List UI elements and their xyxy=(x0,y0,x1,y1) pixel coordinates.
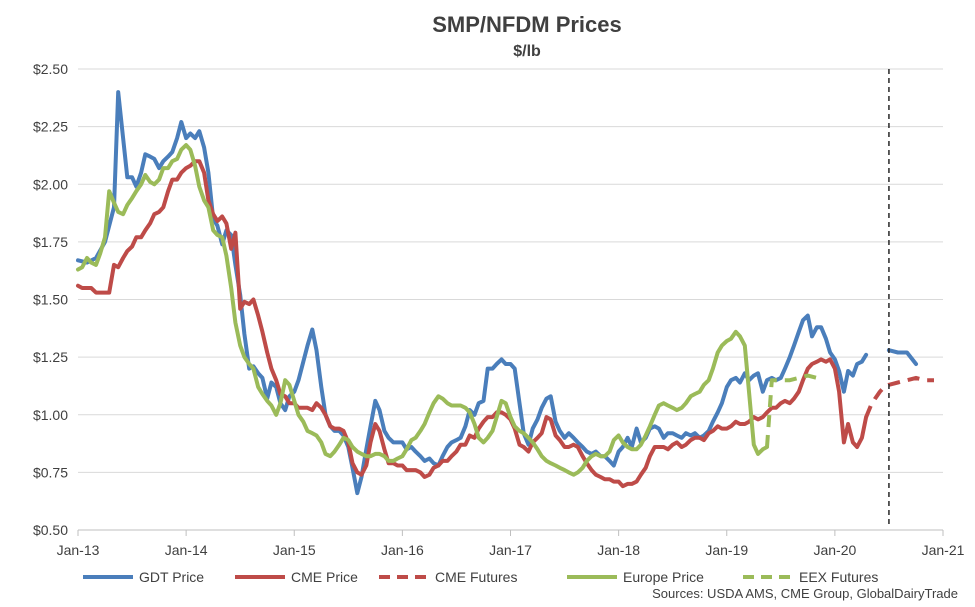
x-tick-label: Jan-15 xyxy=(273,542,316,558)
y-tick-label: $2.50 xyxy=(33,61,68,77)
legend-label: Europe Price xyxy=(623,569,704,585)
series-line-cme-price xyxy=(76,159,869,489)
legend: GDT Price CME Price CME Futures Europe Pric… xyxy=(83,569,878,585)
axes: $0.50 $0.75 $1.00 $1.25 $1.50 $1.75 $2.00 $2.25… xyxy=(33,61,965,558)
x-tick-label: Jan-16 xyxy=(381,542,424,558)
x-tick-label: Jan-17 xyxy=(489,542,532,558)
legend-item: GDT Price xyxy=(83,569,204,585)
legend-label: EEX Futures xyxy=(799,569,878,585)
x-tick-label: Jan-20 xyxy=(813,542,856,558)
chart-subtitle: $/lb xyxy=(513,43,541,60)
chart-title: SMP/NFDM Prices xyxy=(432,12,622,37)
series-line-europe-price xyxy=(76,143,769,477)
y-tick-label: $1.00 xyxy=(33,407,68,423)
series-line-cme-futures xyxy=(864,375,934,418)
legend-item: CME Futures xyxy=(379,569,517,585)
series-lines xyxy=(76,90,934,496)
legend-item: Europe Price xyxy=(567,569,704,585)
y-tick-label: $1.50 xyxy=(33,292,68,308)
legend-item: CME Price xyxy=(235,569,358,585)
legend-label: CME Futures xyxy=(435,569,517,585)
y-tick-label: $0.75 xyxy=(33,464,68,480)
x-tick-label: Jan-18 xyxy=(597,542,640,558)
x-tick-label: Jan-13 xyxy=(57,542,100,558)
series-line-eex-futures xyxy=(765,373,818,448)
y-tick-label: $1.75 xyxy=(33,234,68,250)
y-tick-label: $1.25 xyxy=(33,349,68,365)
series-line-gdt-futures xyxy=(886,348,918,366)
x-tick-label: Jan-21 xyxy=(922,542,965,558)
series-line-gdt-price xyxy=(76,90,869,496)
y-tick-label: $2.00 xyxy=(33,176,68,192)
source-note: Sources: USDA AMS, CME Group, GlobalDair… xyxy=(652,586,958,601)
x-tick-label: Jan-19 xyxy=(705,542,748,558)
legend-item: EEX Futures xyxy=(743,569,878,585)
legend-label: CME Price xyxy=(291,569,358,585)
y-tick-label: $2.25 xyxy=(33,119,68,135)
y-tick-label: $0.50 xyxy=(33,522,68,538)
legend-label: GDT Price xyxy=(139,569,204,585)
x-tick-label: Jan-14 xyxy=(165,542,208,558)
